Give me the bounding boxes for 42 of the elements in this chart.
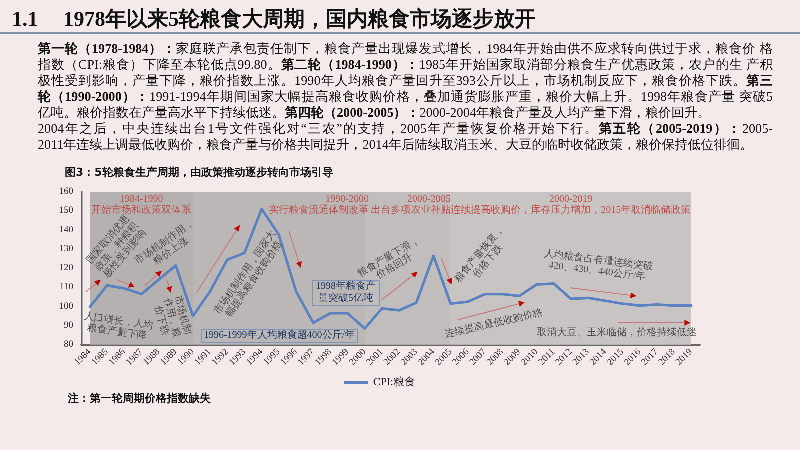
text: 第四轮（2000-2005）：	[285, 105, 420, 120]
text: 轮（1990-2000）：	[38, 89, 150, 104]
annotation: 取消大豆、玉米临储，价格持续低迷	[537, 328, 697, 338]
y-tick-label: 100	[59, 302, 74, 312]
y-tick-label: 120	[59, 264, 74, 274]
text: 第一轮（1978-1984）：	[38, 41, 176, 56]
annotation: 粮食产量下滑，价格回升	[356, 234, 424, 282]
legend-label: CPI:粮食	[373, 376, 416, 388]
band-label: 1984-1990 开始市场和政策双体系	[92, 194, 192, 216]
annotation: 人口增长，人均粮食产量下降	[82, 311, 154, 343]
y-tick-label: 160	[59, 187, 74, 197]
text: 1985年开始国家取消部分粮食生产优惠政策，农户的生 产积	[419, 57, 773, 72]
text: 第三	[746, 73, 774, 88]
annotation: 1996-1999年人均粮食超400公斤/年	[200, 328, 358, 342]
chart-title: 1.1 1978年以来5轮粮食大周期，国内粮食市场逐步放开	[12, 6, 536, 33]
y-tick-label: 150	[59, 206, 74, 216]
annotation: 人均粮食占有量连续突破420、430、440公斤/年	[542, 248, 655, 284]
text: 极性受到影响，产量下降，粮价指数上涨。1990年人均粮食产量回升至393公斤以上，市场机制反应下，粮食价格下跌。	[38, 73, 746, 88]
text: 第五轮（2005-2019）：	[599, 121, 742, 136]
text: 注：第一轮周期价格指数缺失	[68, 391, 211, 406]
annotation: 粮食产量恢复，价格下跌	[453, 224, 508, 287]
y-tick-label: 80	[64, 340, 74, 350]
text: 2000-2004年粮食产量及人均产量下滑，粮价回升。	[420, 105, 710, 120]
text: 家庭联产承包责任制下，粮食产量出现爆发式增长，1984年开始由供不应求转向供过于求，粮食价 格	[176, 41, 773, 56]
text: 亿吨。粮价指数在产量高水平下持续低迷。	[38, 105, 285, 120]
text: 第二轮（1984-1990）：	[281, 57, 420, 72]
text: 2011年连续上调最低收购价，粮食产量与价格共同提升，2014年后陆续取消玉米、大豆的临时收储政策，粮价保持低位徘徊。	[38, 137, 753, 152]
y-tick-label: 110	[60, 282, 74, 293]
text: 指数（CPI:粮食）下降至本轮低点99.80。	[38, 57, 282, 72]
chart-subtitle: 图3：5轮粮食生产周期，由政策推动逐步转向市场引导	[65, 165, 334, 180]
y-tick-label: 130	[59, 244, 74, 254]
y-tick-label: 140	[59, 225, 74, 236]
annotation: 市场机制作用，粮价下跌	[152, 293, 194, 341]
text: 2005-	[742, 121, 773, 136]
text: 2004年之后，中央连续出台1号文件强化对“三农”的支持，2005年产量恢复价格开始下行。	[38, 121, 599, 136]
band-label: 2000-2019 连续提高收购价，库存压力增加，2015年取消临储政策	[451, 194, 692, 216]
annotation: 市场机制作用，国家大幅提高粮食收购价格	[212, 228, 286, 322]
annotation: 1998年粮食产量突破5亿吨	[312, 280, 380, 306]
band-label: 1990-2000 实行粮食流通体制改革	[268, 194, 369, 216]
y-tick-label: 90	[64, 320, 74, 331]
band-label: 2000-2005 出台多项农业补贴	[370, 194, 451, 216]
text: 1991-1994年期间国家大幅提高粮食收购价格，叠加通货膨胀严重，粮价大幅上升。1998年粮食产量 突破5	[150, 89, 773, 104]
